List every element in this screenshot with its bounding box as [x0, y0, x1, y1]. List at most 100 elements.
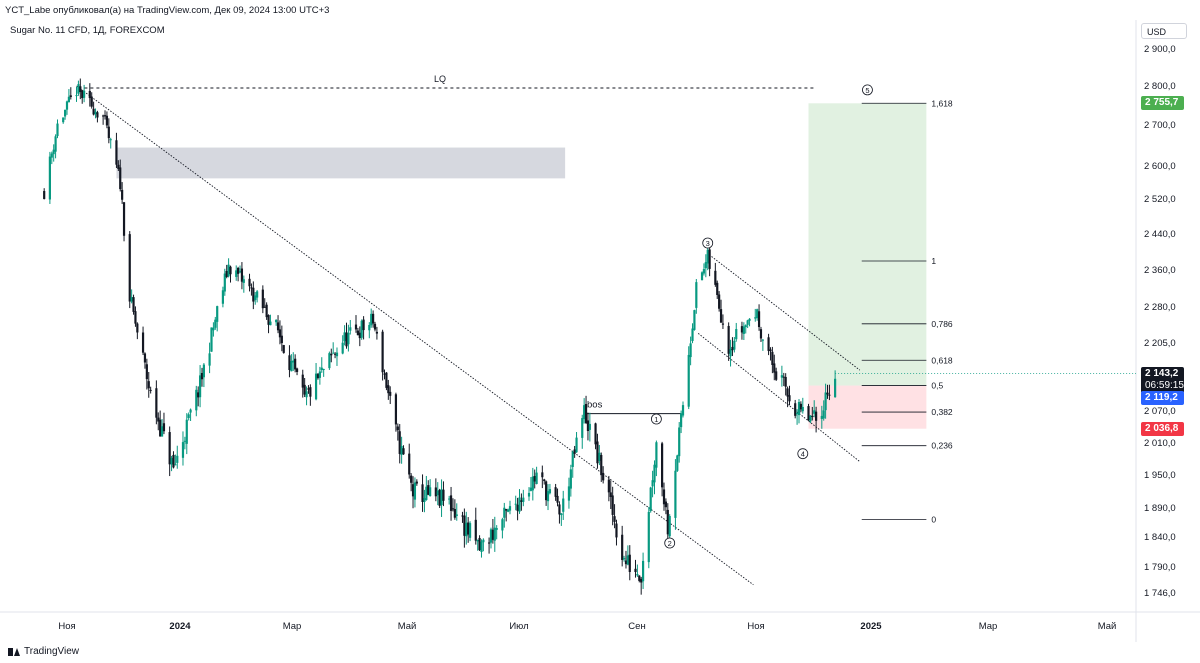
candle [794, 399, 797, 419]
candle-body [358, 332, 361, 339]
candle [320, 357, 323, 373]
candle [62, 117, 65, 124]
candle [358, 326, 361, 347]
candle [269, 314, 272, 326]
candle [48, 151, 51, 204]
candle-body [594, 423, 597, 445]
fib-label: 0,5 [931, 381, 943, 391]
candle [375, 326, 379, 340]
wave-label: 2 [668, 539, 672, 548]
candle [514, 495, 517, 511]
candle [172, 451, 175, 469]
candle-body [474, 519, 477, 541]
candle-body [121, 189, 124, 200]
candle [330, 348, 333, 363]
candle [294, 354, 297, 373]
candle [600, 452, 603, 482]
candle-body [256, 291, 259, 298]
candle-body [429, 487, 432, 497]
candle-body [134, 311, 137, 324]
candle [784, 373, 787, 396]
wave-label: 4 [801, 450, 805, 459]
candle-body [799, 403, 802, 410]
candle [278, 320, 282, 345]
candle [387, 379, 390, 400]
candle [613, 504, 616, 529]
tradingview-logo[interactable]: TradingView [8, 646, 79, 657]
candle-body [558, 504, 561, 515]
candle-body [811, 415, 814, 417]
candle-body [294, 358, 297, 370]
wave-marker-circle [702, 237, 714, 249]
candle [421, 474, 424, 512]
publish-line: YCT_Labe опубликовал(а) на TradingView.c… [5, 5, 330, 16]
candle-body [252, 287, 255, 302]
candle-body [465, 522, 468, 537]
price-tick-label: 2 700,0 [1144, 120, 1176, 131]
candle [202, 363, 205, 388]
candle-body [545, 481, 548, 501]
candle-body [655, 442, 658, 468]
candle [383, 369, 386, 380]
candle [354, 315, 358, 333]
candle-body [449, 495, 453, 511]
candle [157, 412, 160, 431]
candle [676, 454, 679, 472]
candle-body [400, 446, 403, 455]
candle-body [813, 410, 816, 414]
candle-body [562, 498, 565, 512]
candle-body [198, 375, 202, 398]
candle-body [664, 501, 668, 508]
candle-body [733, 340, 736, 350]
candle-body [695, 282, 698, 308]
candle-body [43, 191, 46, 199]
candle-body [170, 458, 173, 465]
candle-body [598, 452, 601, 461]
candle [227, 258, 230, 278]
candle-body [807, 406, 810, 421]
candle [468, 521, 472, 542]
price-tick-label: 2 205,0 [1144, 338, 1176, 349]
candle-body [50, 153, 53, 158]
candle-body [761, 339, 764, 341]
candle [621, 525, 624, 567]
candle-body [463, 515, 466, 536]
candle [687, 346, 690, 410]
candle [661, 441, 664, 497]
candle-body [586, 420, 590, 431]
candle-body [531, 476, 534, 491]
candle [347, 324, 350, 352]
currency-button[interactable]: USD [1141, 23, 1187, 39]
candle [449, 486, 453, 521]
candle [381, 329, 384, 381]
candle [474, 507, 477, 545]
candle [411, 476, 415, 509]
candle-body [202, 364, 205, 378]
candle-body [702, 269, 706, 274]
candle-body [309, 387, 312, 397]
candle-body [181, 442, 185, 458]
candle [303, 378, 306, 398]
candle [655, 440, 658, 477]
candle-body [221, 290, 225, 304]
candle-body [187, 414, 190, 418]
candle [373, 321, 377, 332]
candle [681, 401, 685, 418]
candle-body [834, 378, 837, 398]
downtrend-line [76, 85, 754, 586]
candle [130, 289, 133, 304]
candle [292, 352, 295, 371]
candle-body [649, 487, 652, 512]
candle [487, 537, 491, 554]
candle [275, 319, 278, 326]
candle [170, 455, 173, 472]
candle-body [210, 327, 213, 352]
candle [465, 511, 468, 545]
candle-body [189, 409, 192, 413]
candle [254, 292, 257, 305]
time-tick-label: Сен [628, 621, 645, 632]
candle-body [468, 523, 472, 538]
candle [638, 575, 641, 583]
candle-body [668, 515, 671, 537]
